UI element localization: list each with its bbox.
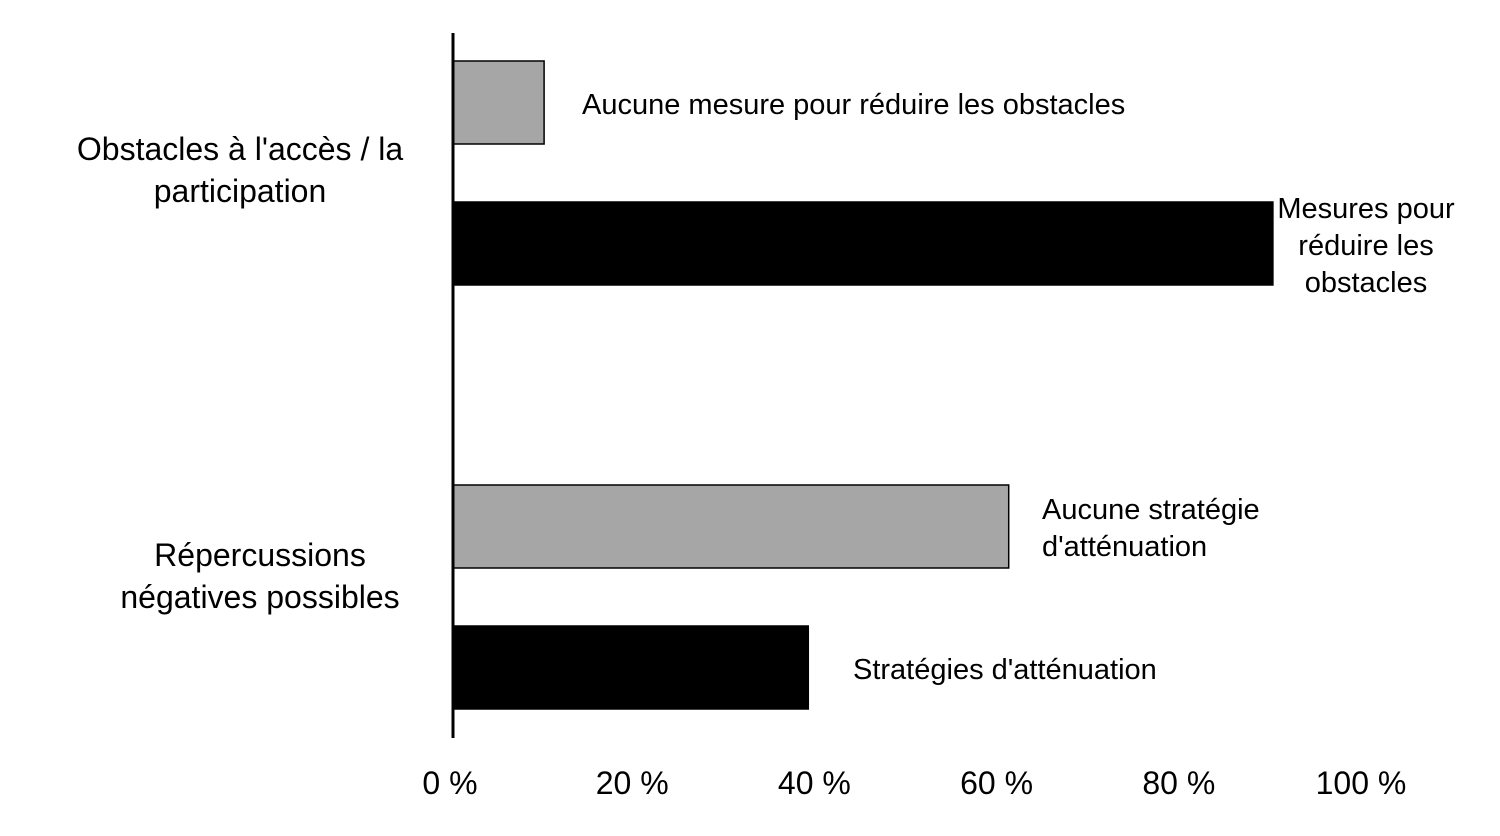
category-label: Obstacles à l'accès / la participation xyxy=(77,131,403,209)
category-labels: Obstacles à l'accès / la participation Rép… xyxy=(77,131,403,615)
x-tick-label: 0 % xyxy=(422,765,477,801)
bar-label: Aucune stratégie d'atténuation xyxy=(1042,494,1260,563)
bar xyxy=(452,625,810,710)
bars xyxy=(452,60,1274,710)
bar-label: Stratégies d'atténuation xyxy=(853,654,1157,686)
bar xyxy=(452,484,1010,569)
bar-label: Aucune mesure pour réduire les obstacles xyxy=(582,89,1125,121)
x-tick-label: 40 % xyxy=(778,765,851,801)
x-axis-tick-labels: 0 % 20 % 40 % 60 % 80 % 100 % xyxy=(422,765,1406,801)
bar-labels: Aucune mesure pour réduire les obstacles… xyxy=(582,89,1455,686)
x-tick-label: 100 % xyxy=(1316,765,1407,801)
bar-label: Mesures pour réduire les obstacles xyxy=(1277,193,1455,299)
category-label: Répercussions négatives possibles xyxy=(120,537,399,615)
x-tick-label: 20 % xyxy=(596,765,669,801)
bar xyxy=(452,60,545,145)
x-tick-label: 80 % xyxy=(1142,765,1215,801)
x-tick-label: 60 % xyxy=(960,765,1033,801)
bar xyxy=(452,201,1274,286)
